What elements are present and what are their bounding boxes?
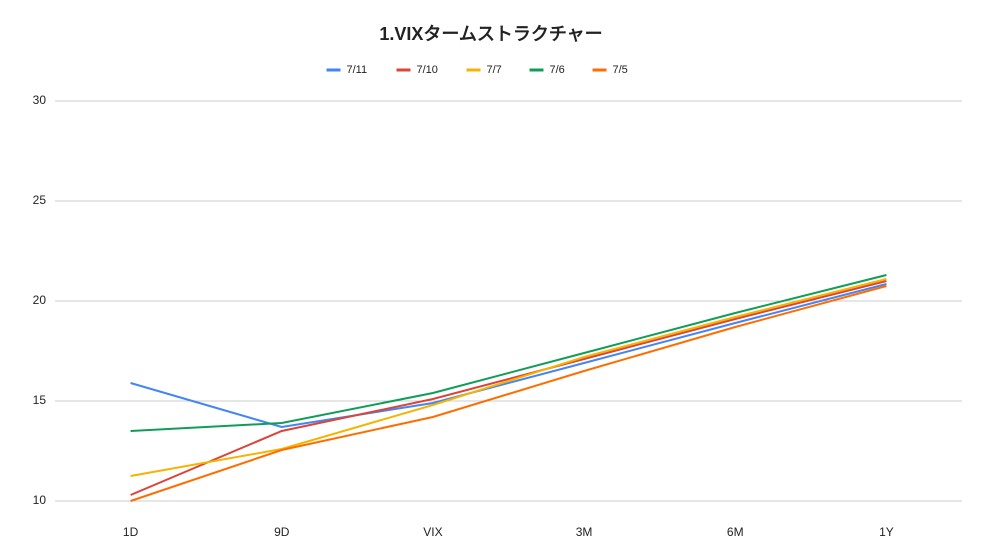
legend-label: 7/6 — [550, 64, 565, 76]
y-tick-label: 15 — [33, 393, 47, 407]
x-tick-label: 3M — [576, 525, 593, 539]
legend-label: 7/11 — [347, 64, 368, 76]
legend-label: 7/10 — [417, 64, 438, 76]
y-tick-label: 10 — [33, 493, 47, 507]
x-tick-label: VIX — [423, 525, 442, 539]
series-line — [130, 274, 887, 432]
series-line — [130, 283, 887, 429]
y-tick-label: 30 — [33, 93, 47, 107]
legend-label: 7/5 — [613, 64, 628, 76]
series-line — [130, 285, 887, 502]
y-tick-label: 25 — [33, 193, 47, 207]
legend-label: 7/7 — [487, 64, 502, 76]
series-line — [130, 280, 887, 496]
x-tick-label: 6M — [727, 525, 744, 539]
y-tick-label: 20 — [33, 293, 47, 307]
x-tick-label: 9D — [274, 525, 290, 539]
x-tick-label: 1Y — [879, 525, 894, 539]
series-line — [130, 278, 887, 477]
chart-title: 1.VIXタームストラクチャー — [379, 24, 602, 44]
x-tick-label: 1D — [123, 525, 139, 539]
